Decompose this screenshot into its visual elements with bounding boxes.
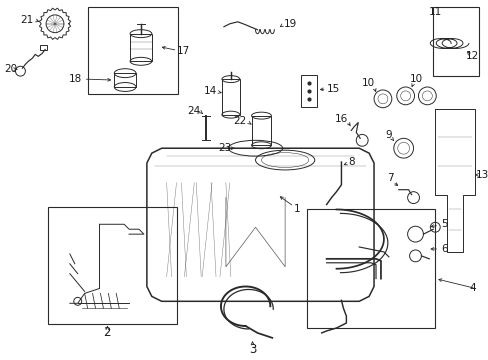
Bar — [251, 116, 271, 145]
Text: 24: 24 — [187, 106, 201, 116]
Bar — [432, 7, 478, 76]
Text: 7: 7 — [386, 173, 393, 183]
Text: 2: 2 — [103, 327, 111, 339]
Text: 22: 22 — [233, 116, 246, 126]
Bar — [222, 79, 239, 114]
Text: 10: 10 — [361, 78, 374, 88]
Text: 3: 3 — [248, 343, 256, 356]
Text: 4: 4 — [468, 283, 475, 293]
Bar — [114, 73, 136, 87]
Text: 18: 18 — [69, 74, 82, 84]
Text: 20: 20 — [4, 64, 17, 74]
Text: 14: 14 — [203, 86, 216, 96]
Bar — [87, 7, 178, 94]
Text: 16: 16 — [334, 114, 347, 123]
Text: 12: 12 — [465, 51, 478, 61]
Bar — [40, 45, 47, 50]
Bar — [130, 33, 151, 61]
Text: 10: 10 — [409, 74, 422, 84]
Text: 8: 8 — [347, 157, 354, 167]
Text: 9: 9 — [385, 130, 391, 140]
Text: 11: 11 — [428, 7, 441, 17]
Text: 21: 21 — [20, 15, 34, 25]
Text: 5: 5 — [440, 219, 447, 229]
Text: 13: 13 — [475, 170, 488, 180]
Text: 1: 1 — [293, 204, 300, 215]
Text: 17: 17 — [177, 46, 190, 57]
Bar — [300, 75, 316, 107]
Text: 23: 23 — [218, 143, 231, 153]
Text: 19: 19 — [283, 19, 296, 29]
Text: 15: 15 — [326, 84, 340, 94]
Bar — [306, 210, 434, 328]
Bar — [48, 207, 176, 324]
Text: 6: 6 — [440, 244, 447, 254]
